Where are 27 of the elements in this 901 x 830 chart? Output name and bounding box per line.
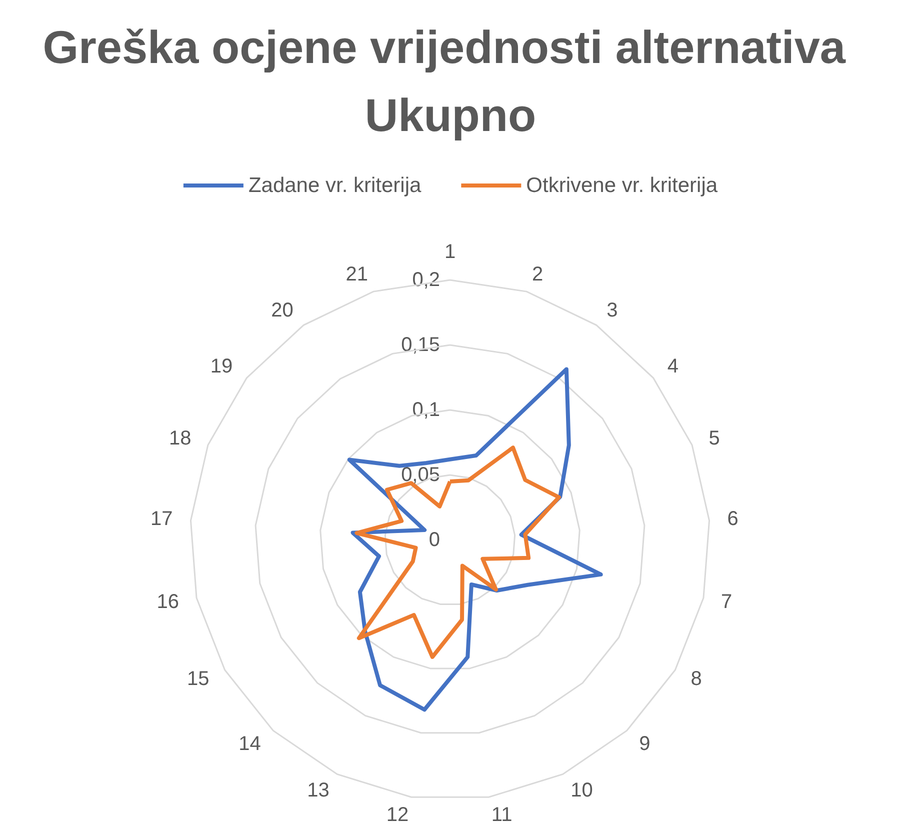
spoke-label: 20 — [271, 299, 294, 322]
y-tick-label: 0,15 — [401, 334, 440, 356]
spoke-label: 14 — [238, 732, 261, 755]
spoke-label: 6 — [727, 508, 738, 530]
spoke-label: 5 — [708, 427, 720, 450]
spoke-label: 18 — [168, 427, 192, 450]
spoke-label: 8 — [690, 668, 702, 690]
spoke-label: 10 — [570, 779, 593, 802]
spoke-label: 3 — [606, 299, 618, 322]
legend-label: Zadane vr. kriterija — [248, 174, 422, 197]
spoke-label: 4 — [667, 356, 678, 378]
chart-title: Greška ocjene vrijednosti alternativa Ukupno — [42, 21, 858, 141]
spoke-label: 21 — [346, 263, 368, 286]
spoke-label: 15 — [186, 668, 210, 690]
spoke-label: 7 — [721, 590, 732, 613]
spoke-label: 17 — [150, 508, 173, 530]
legend-label: Otkrivene vr. kriterija — [526, 174, 718, 197]
spoke-label: 12 — [386, 804, 409, 826]
spoke-label: 2 — [532, 263, 544, 286]
spoke-label: 16 — [156, 590, 179, 613]
spoke-label: 1 — [444, 241, 456, 263]
spoke-label: 11 — [491, 804, 512, 826]
spoke-label: 13 — [307, 779, 330, 802]
spoke-label: 19 — [210, 356, 233, 378]
y-tick-label: 0 — [428, 529, 440, 551]
y-tick-label: 0,05 — [401, 464, 440, 486]
spoke-label: 9 — [639, 732, 650, 755]
